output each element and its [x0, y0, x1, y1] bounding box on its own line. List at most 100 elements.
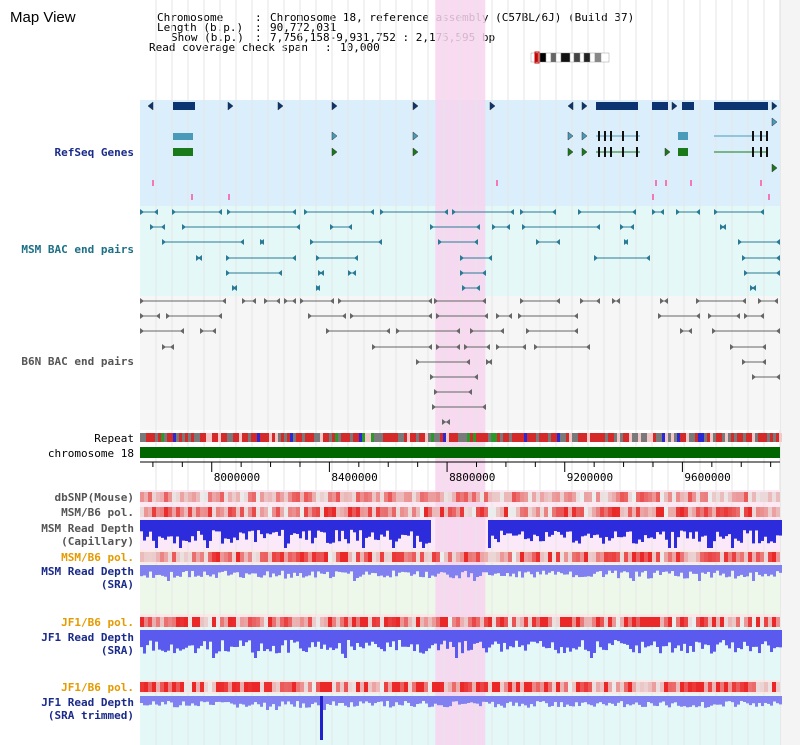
jf1-trim-depth-bar [737, 696, 740, 705]
dbsnp-bin [428, 492, 432, 502]
jf1-trim-depth-bar [668, 696, 671, 708]
refseq-exon [766, 131, 768, 141]
jf1-b6-pol2-bin [508, 682, 512, 692]
dbsnp-bin [356, 492, 360, 502]
jf1-sra-depth-bar [422, 630, 425, 654]
msm-cap-depth-bar [653, 520, 656, 539]
repeat-bin [770, 433, 773, 442]
msm-cap-depth-bar [692, 520, 695, 539]
jf1-trim-depth-bar [359, 696, 362, 702]
dbsnp-bin [256, 492, 260, 502]
repeat-bin [410, 433, 413, 442]
msm-bac-end [226, 270, 230, 276]
msm-b6-pol-bin [320, 507, 324, 517]
repeat-bin [545, 433, 548, 442]
ideogram-band [583, 52, 591, 63]
track-label-msm-bac[interactable]: MSM BAC end pairs [21, 243, 134, 256]
jf1-sra-depth-bar [191, 630, 194, 646]
msm-bac-end [776, 239, 780, 245]
jf1-b6-pol2-bin [252, 682, 256, 692]
jf1-trim-depth-bar [416, 696, 419, 705]
b6n-bac-end [730, 344, 734, 350]
dbsnp-bin [484, 492, 488, 502]
jf1-sra-depth-bar [659, 630, 662, 654]
msm-b6-pol-bin [740, 507, 744, 517]
msm-b6-pol-bin [456, 507, 460, 517]
jf1-b6-pol2-bin [296, 682, 300, 692]
jf1-b6-pol2-bin [568, 682, 572, 692]
track-label-jf1-b6-pol-1: JF1/B6 pol. [61, 616, 134, 629]
b6n-bac-end [436, 344, 440, 350]
jf1-trim-depth-bar [347, 696, 350, 708]
repeat-bin [149, 433, 152, 442]
jf1-b6-pol-bin [396, 617, 400, 627]
jf1-b6-pol2-bin [304, 682, 308, 692]
jf1-b6-pol-bin [336, 617, 340, 627]
msm-b6-pol2-bin [628, 552, 632, 562]
jf1-b6-pol-bin [692, 617, 696, 627]
msm-b6-pol2-bin [308, 552, 312, 562]
dbsnp-bin [144, 492, 148, 502]
jf1-b6-pol-bin [292, 617, 296, 627]
dbsnp-bin [448, 492, 452, 502]
jf1-trim-depth-bar [188, 696, 191, 706]
b6n-bac-end [482, 298, 486, 304]
msm-sra-depth-bar [428, 565, 431, 579]
msm-b6-pol-bin [212, 507, 216, 517]
dbsnp-bin [748, 492, 752, 502]
repeat-bin [377, 433, 380, 442]
jf1-b6-pol-bin [716, 617, 720, 627]
repeat-bin [482, 433, 485, 442]
msm-b6-pol-bin [604, 507, 608, 517]
dbsnp-bin [760, 492, 764, 502]
jf1-sra-depth-bar [359, 630, 362, 647]
jf1-b6-pol2-bin [552, 682, 556, 692]
repeat-bin [374, 433, 377, 442]
repeat-bin [401, 433, 404, 442]
msm-cap-depth-bar [743, 520, 746, 531]
dbsnp-bin [736, 492, 740, 502]
repeat-bin [581, 433, 584, 442]
msm-b6-pol2-bin [624, 552, 628, 562]
msm-sra-depth-bar [629, 565, 632, 579]
jf1-trim-depth-bar [413, 696, 416, 707]
jf1-b6-pol-bin [160, 617, 164, 627]
jf1-b6-pol-bin [760, 617, 764, 627]
jf1-trim-depth-bar [605, 696, 608, 706]
msm-cap-depth-bar [557, 520, 560, 532]
repeat-bin [161, 433, 164, 442]
b6n-bac-end [308, 313, 312, 319]
jf1-trim-depth-bar [146, 696, 149, 706]
repeat-bin [200, 433, 203, 442]
msm-b6-pol2-bin [260, 552, 264, 562]
msm-sra-depth-bar [626, 565, 629, 573]
dbsnp-bin [536, 492, 540, 502]
track-label-refseq[interactable]: RefSeq Genes [54, 146, 134, 159]
repeat-bin [614, 433, 617, 442]
jf1-b6-pol-bin [572, 617, 576, 627]
jf1-trim-depth-bar [230, 696, 233, 704]
jf1-b6-pol2-bin [620, 682, 624, 692]
b6n-bac-end [482, 404, 486, 410]
repeat-bin [254, 433, 257, 442]
dbsnp-bin [620, 492, 624, 502]
msm-b6-pol2-bin [152, 552, 156, 562]
jf1-trim-depth-bar [656, 696, 659, 707]
repeat-bin [209, 433, 212, 442]
jf1-sra-depth-bar [761, 630, 764, 645]
msm-cap-depth-bar [689, 520, 692, 533]
track-label-b6n-bac[interactable]: B6N BAC end pairs [21, 355, 134, 368]
jf1-b6-pol-bin [676, 617, 680, 627]
msm-sra-depth-bar [761, 565, 764, 577]
msm-bac-end [218, 209, 222, 215]
msm-b6-pol2-bin [396, 552, 400, 562]
msm-cap-depth-bar [719, 520, 722, 537]
msm-b6-pol-bin [468, 507, 472, 517]
jf1-sra-depth-bar [407, 630, 410, 647]
repeat-bin [755, 433, 758, 442]
repeat-bin [716, 433, 719, 442]
dbsnp-bin [528, 492, 532, 502]
jf1-sra-depth-bar [536, 630, 539, 644]
msm-sra-depth-bar [320, 565, 323, 574]
